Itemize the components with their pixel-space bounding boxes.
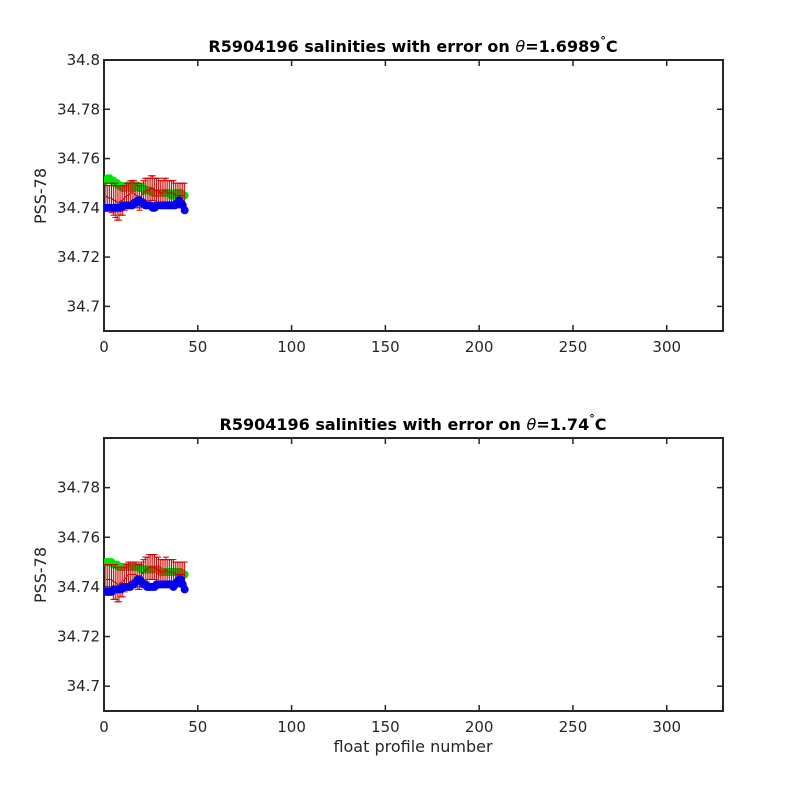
- panel-title: R5904196 salinities with error on θ=1.74…: [220, 412, 607, 434]
- data-layer: [104, 174, 189, 221]
- title-value: =1.74: [536, 415, 589, 434]
- y-axis-label: PSS-78: [31, 547, 50, 603]
- title-degree: °: [600, 34, 606, 47]
- bottom-panel: R5904196 salinities with error on θ=1.74…: [31, 412, 724, 756]
- title-unit: C: [606, 37, 618, 56]
- y-tick-label: 34.78: [57, 100, 100, 118]
- x-tick-label: 300: [652, 718, 681, 736]
- x-tick-label: 250: [559, 718, 588, 736]
- y-tick-label: 34.7: [67, 297, 100, 315]
- title-value: =1.6989: [525, 37, 600, 56]
- title-prefix: R5904196 salinities with error on: [220, 415, 527, 434]
- y-tick-label: 34.76: [57, 150, 100, 168]
- data-point: [180, 206, 189, 215]
- x-tick-label: 50: [188, 338, 207, 356]
- y-tick-label: 34.7: [67, 677, 100, 695]
- x-tick-label: 300: [652, 338, 681, 356]
- data-layer: [104, 554, 189, 603]
- title-unit: C: [595, 415, 607, 434]
- plot-area: [103, 59, 724, 332]
- x-tick-label: 200: [465, 338, 494, 356]
- x-tick-label: 0: [99, 338, 109, 356]
- y-tick-label: 34.78: [57, 479, 100, 497]
- y-tick-label: 34.8: [67, 51, 100, 69]
- plot-area: [103, 437, 724, 712]
- title-prefix: R5904196 salinities with error on: [208, 37, 515, 56]
- x-tick-label: 100: [277, 338, 306, 356]
- title-theta: θ: [527, 415, 537, 434]
- title-theta: θ: [515, 37, 525, 56]
- y-tick-label: 34.72: [57, 248, 100, 266]
- x-axis-label: float profile number: [333, 737, 493, 756]
- series-line: [105, 187, 185, 204]
- x-tick-label: 200: [465, 718, 494, 736]
- y-tick-label: 34.74: [57, 578, 100, 596]
- x-tick-label: 0: [99, 718, 109, 736]
- x-tick-label: 150: [371, 718, 400, 736]
- y-axis-label: PSS-78: [31, 168, 50, 224]
- title-degree: °: [589, 412, 595, 425]
- series-line: [105, 566, 185, 585]
- panel-title: R5904196 salinities with error on θ=1.69…: [208, 34, 617, 56]
- x-tick-label: 50: [188, 718, 207, 736]
- y-tick-label: 34.74: [57, 199, 100, 217]
- y-tick-label: 34.72: [57, 628, 100, 646]
- y-tick-label: 34.76: [57, 528, 100, 546]
- x-tick-label: 250: [559, 338, 588, 356]
- x-tick-label: 150: [371, 338, 400, 356]
- x-tick-label: 100: [277, 718, 306, 736]
- data-point: [180, 585, 189, 594]
- top-panel: R5904196 salinities with error on θ=1.69…: [31, 34, 724, 356]
